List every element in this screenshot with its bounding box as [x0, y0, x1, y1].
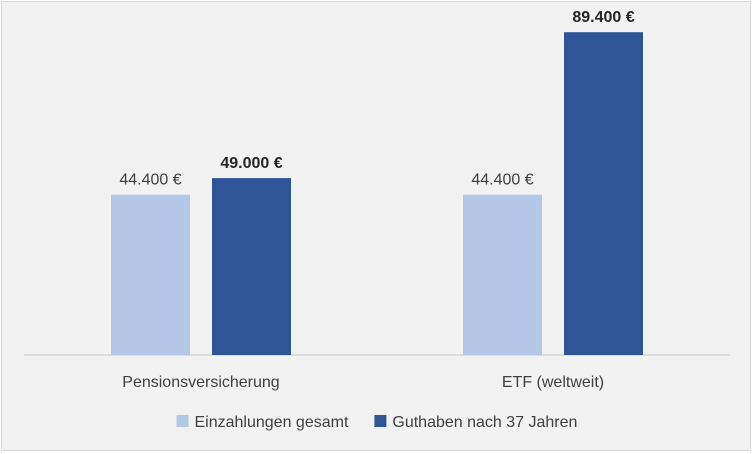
data-labels-group: 44.400 € 49.000 € 44.400 € 89.400 €	[119, 9, 634, 189]
bar-pensionsversicherung-guthaben-nach-37-jahren	[212, 178, 291, 355]
bar-etf-weltweit-guthaben-nach-37-jahren	[564, 32, 643, 355]
legend-swatch-guthaben-nach-37-jahren	[374, 415, 387, 427]
legend-label-guthaben-nach-37-jahren: Guthaben nach 37 Jahren	[392, 414, 577, 431]
legend-swatch-einzahlungen-gesamt	[176, 415, 189, 427]
data-label-pensionsversicherung-guthaben-nach-37-jahren: 49.000 €	[220, 155, 282, 172]
data-label-etf-weltweit-guthaben-nach-37-jahren: 89.400 €	[572, 9, 634, 26]
legend-label-einzahlungen-gesamt: Einzahlungen gesamt	[195, 414, 349, 431]
bar-pensionsversicherung-einzahlungen-gesamt	[111, 194, 190, 355]
x-tick-label-etf-weltweit: ETF (weltweit)	[502, 374, 604, 391]
bar-etf-weltweit-einzahlungen-gesamt	[463, 194, 542, 355]
legend: Einzahlungen gesamt Guthaben nach 37 Jahr…	[176, 414, 577, 431]
bars-group	[111, 32, 643, 355]
data-label-pensionsversicherung-einzahlungen-gesamt: 44.400 €	[119, 172, 181, 189]
data-label-etf-weltweit-einzahlungen-gesamt: 44.400 €	[471, 172, 533, 189]
x-tick-label-pensionsversicherung: Pensionsversicherung	[122, 374, 279, 391]
x-tick-labels-group: Pensionsversicherung ETF (weltweit)	[122, 374, 604, 391]
